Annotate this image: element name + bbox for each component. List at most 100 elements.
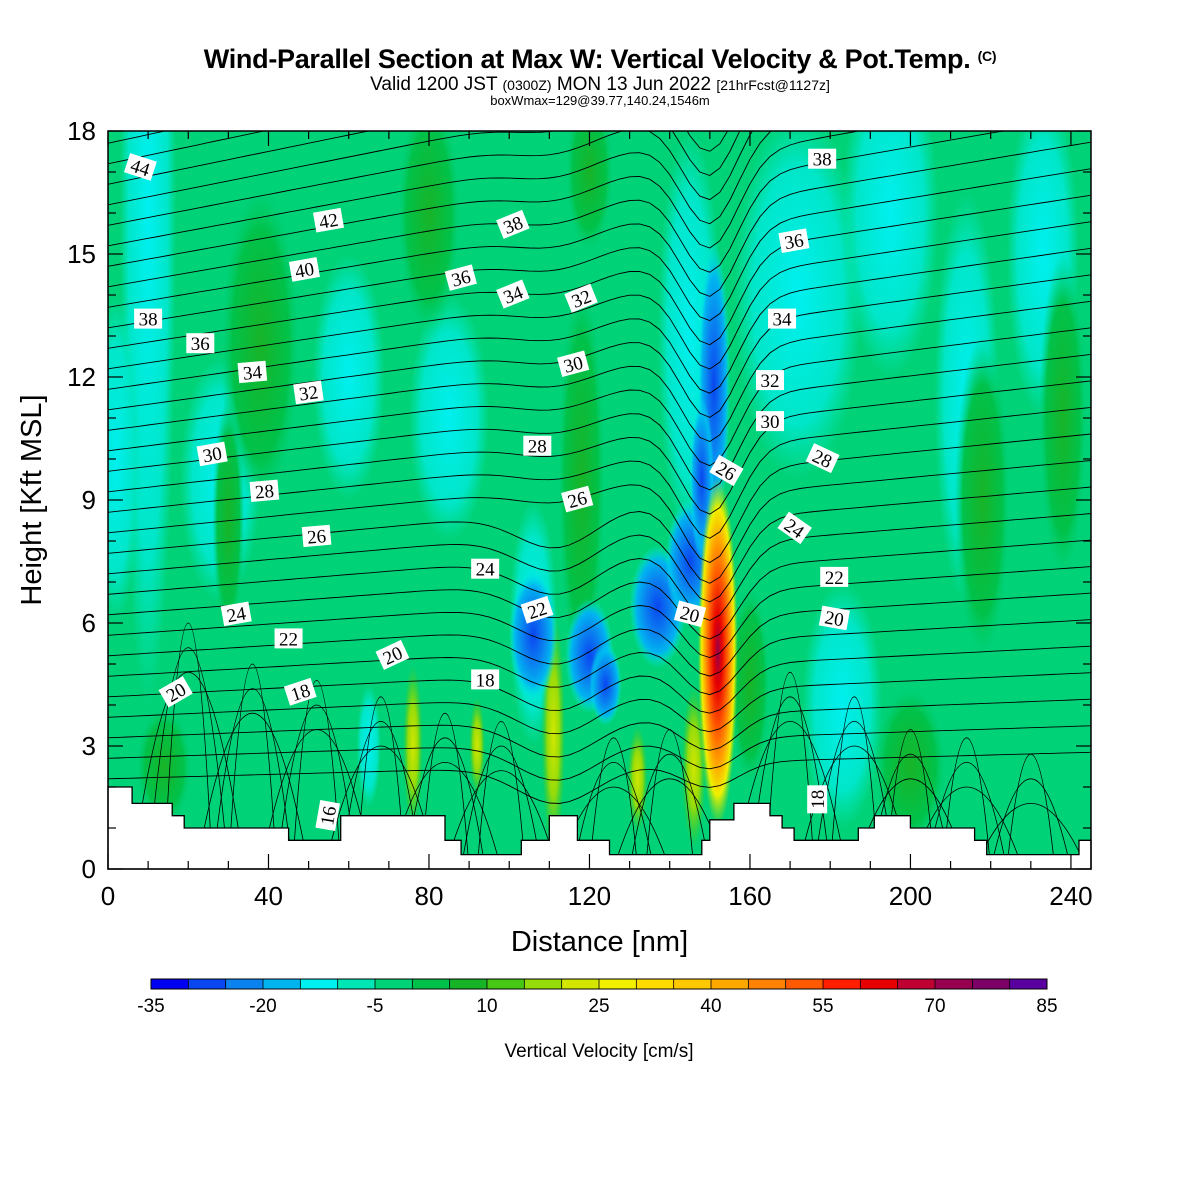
contour-label-box [158, 676, 193, 708]
colorbar-swatch [673, 979, 712, 989]
contour-label: 24 [471, 558, 500, 581]
theta-contour-arch [444, 770, 558, 869]
theta-contour-line [108, 751, 1091, 804]
theta-contour-line [108, 672, 1091, 735]
contour-label: 40 [288, 257, 320, 283]
field-blob [408, 295, 490, 541]
colorbar-swatch [935, 979, 973, 989]
theta-contour-line [108, 486, 1091, 603]
contour-label-text: 34 [773, 310, 793, 331]
contour-label-box [523, 435, 552, 456]
theta-contour-arch [260, 729, 374, 869]
colorbar-swatch [263, 979, 301, 989]
theta-contour-line [108, 645, 1091, 714]
y-axis-label: Height [Kft MSL] [16, 394, 48, 605]
contour-label-box [673, 600, 707, 628]
colorbar-swatch [225, 979, 264, 989]
theta-contour-arch [1006, 753, 1056, 869]
field-blob [627, 725, 648, 833]
theta-contour-arch [227, 663, 277, 869]
contour-label-box [778, 228, 810, 253]
colorbar-swatch [785, 979, 824, 989]
contour-label-text: 32 [761, 371, 780, 392]
chart-title: Wind-Parallel Section at Max W: Vertical… [203, 44, 997, 74]
theta-contour-line [108, 131, 753, 226]
contour-label-text: 26 [566, 488, 590, 513]
contour-label-text: 32 [298, 382, 320, 405]
theta-contour-arch [990, 778, 1072, 869]
contour-label-text: 16 [317, 805, 341, 827]
colorbar-tick-label: -20 [249, 996, 276, 1017]
x-tick-label: 40 [254, 881, 283, 911]
theta-contour-line [108, 433, 1091, 564]
contour-label-box [471, 558, 500, 579]
colorbar-tick-label: 70 [924, 996, 945, 1017]
theta-contour-arch [340, 721, 422, 869]
colorbar-tick-label: 10 [476, 996, 497, 1017]
theta-contour-arch [829, 696, 879, 869]
contour-label: 22 [274, 628, 303, 650]
contour-label-box [186, 333, 215, 354]
y-tick-label: 18 [67, 116, 96, 146]
theta-contour-arch [885, 729, 935, 869]
contour-label-box [196, 441, 228, 467]
theta-contour-arch [404, 737, 486, 869]
contour-label-box [375, 639, 410, 670]
x-tick-label: 200 [889, 881, 932, 911]
contour-label: 18 [471, 669, 500, 691]
chart-boxline: boxWmax=129@39.77,140.24,1546m [490, 93, 710, 108]
contour-label: 22 [820, 566, 849, 589]
contour-label: 36 [186, 333, 215, 355]
field-blob [842, 131, 939, 377]
x-tick-label: 120 [568, 881, 611, 911]
contour-label-box [557, 350, 590, 378]
contour-label-text: 20 [678, 603, 702, 628]
theta-contour-arch [974, 803, 1088, 869]
colorbar-swatch [636, 979, 675, 989]
theta-contour-line [108, 725, 1091, 781]
contour-label: 30 [756, 411, 785, 433]
contour-label-box [496, 279, 530, 309]
contour-label-text: 30 [562, 353, 586, 378]
field-blob [557, 274, 606, 685]
field-blob [733, 131, 863, 480]
x-tick-label: 0 [101, 881, 115, 911]
contour-label-text: 36 [783, 230, 805, 254]
theta-contour-line [108, 131, 773, 247]
theta-contour-line [108, 247, 1091, 394]
contour-label: 18 [283, 677, 317, 706]
theta-contour-line [108, 0, 1091, 123]
colorbar-swatch [412, 979, 451, 989]
contour-label-text: 38 [139, 310, 158, 331]
contour-label-text: 28 [254, 481, 275, 504]
y-tick-label: 9 [82, 485, 96, 515]
field-blob [396, 131, 462, 336]
theta-contour-arch [131, 671, 245, 869]
colorbar-swatch [151, 979, 189, 989]
contour-label-box [820, 566, 849, 587]
theta-contour-arch [926, 762, 1008, 869]
theta-contour-line [108, 539, 1091, 640]
contour-label-text: 26 [306, 526, 327, 549]
colorbar-swatch [524, 979, 563, 989]
theta-contour-arch [460, 745, 542, 869]
x-tick-label: 240 [1049, 881, 1092, 911]
theta-contour-line [108, 131, 1006, 288]
field-blob [565, 131, 614, 254]
theta-contour-arch [276, 704, 358, 869]
contour-label-text: 24 [476, 560, 496, 581]
colorbar-swatch [972, 979, 1011, 989]
field-blob [802, 582, 883, 828]
colorbar-swatch [860, 979, 899, 989]
contour-label-text: 22 [279, 629, 298, 650]
contour-label-box [520, 595, 554, 624]
theta-contour-line [108, 300, 1091, 443]
contour-label: 26 [301, 524, 332, 549]
theta-contour-arch [942, 737, 992, 869]
contour-label-text: 40 [294, 259, 316, 283]
x-tick-label: 80 [415, 881, 444, 911]
contour-label: 44 [124, 153, 157, 181]
contour-label-text: 18 [808, 790, 829, 809]
